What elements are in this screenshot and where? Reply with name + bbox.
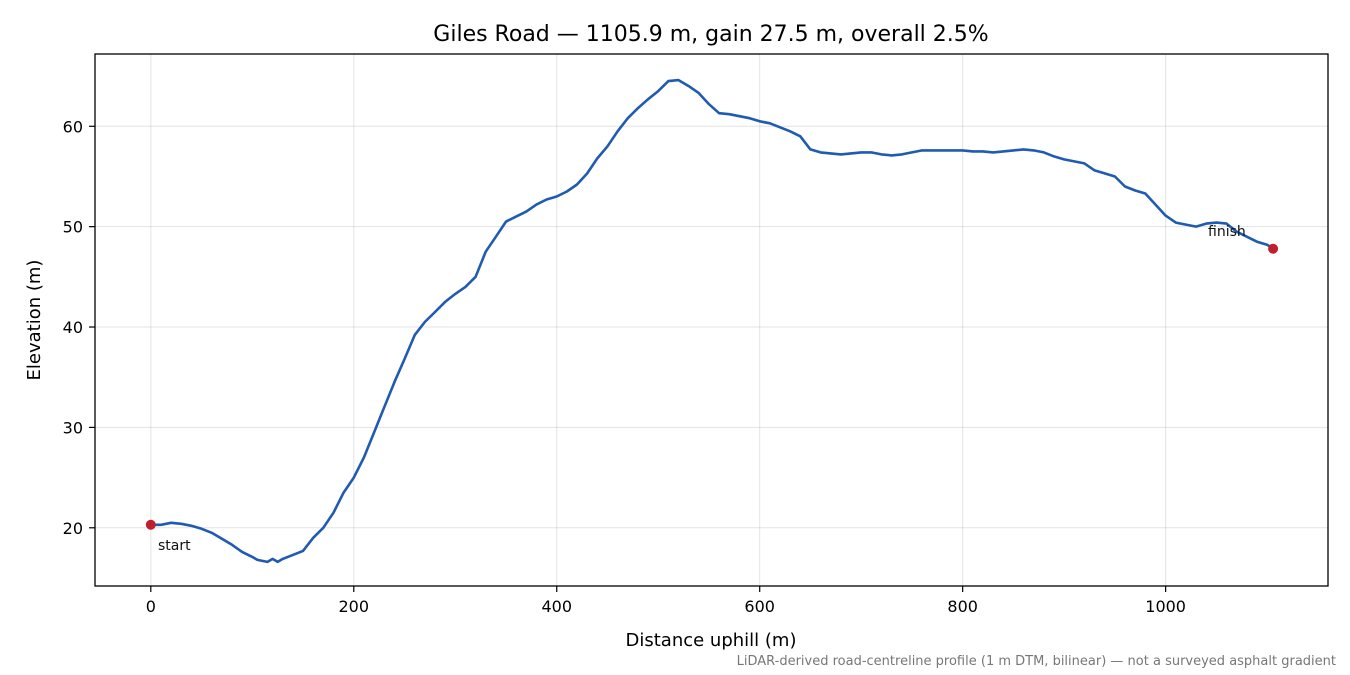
y-tick-label: 40 bbox=[63, 318, 83, 337]
x-tick-label: 200 bbox=[339, 597, 370, 616]
plot-frame bbox=[94, 53, 1329, 587]
x-tick-label: 600 bbox=[744, 597, 775, 616]
x-tick-label: 1000 bbox=[1145, 597, 1186, 616]
start-annotation: start bbox=[158, 538, 191, 554]
grid-lines bbox=[95, 54, 1328, 586]
x-tick-label: 0 bbox=[146, 597, 156, 616]
finish-marker bbox=[1268, 243, 1279, 254]
y-tick-label: 30 bbox=[63, 418, 83, 437]
finish-annotation: finish bbox=[1208, 224, 1246, 240]
x-tick-label: 800 bbox=[947, 597, 978, 616]
y-axis-label: Elevation (m) bbox=[24, 260, 45, 381]
axis-ticks: 0 200 400 600 800 1000 20 30 40 50 60 bbox=[63, 117, 1186, 616]
x-axis-label: Distance uphill (m) bbox=[626, 630, 797, 651]
x-tick-label: 400 bbox=[541, 597, 572, 616]
data-source-footnote: LiDAR-derived road-centreline profile (1… bbox=[737, 654, 1336, 669]
y-tick-label: 20 bbox=[63, 519, 83, 538]
elevation-profile-line bbox=[149, 78, 1275, 564]
start-marker bbox=[145, 519, 156, 530]
y-tick-label: 60 bbox=[63, 117, 83, 136]
y-tick-label: 50 bbox=[63, 218, 83, 237]
chart-title: Giles Road — 1105.9 m, gain 27.5 m, over… bbox=[433, 22, 988, 47]
